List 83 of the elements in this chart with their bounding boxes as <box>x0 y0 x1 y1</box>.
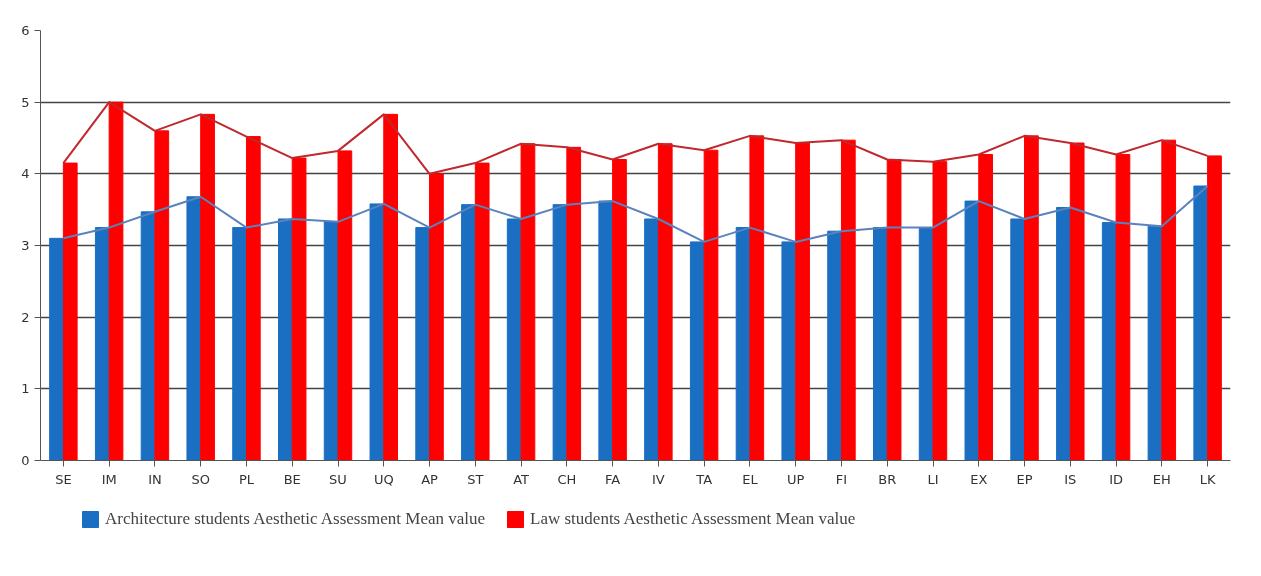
y-tick-label: 0 <box>21 453 30 468</box>
legend-label: Architecture students Aesthetic Assessment Mean value <box>105 509 486 529</box>
bar <box>520 143 536 461</box>
bar <box>566 146 582 461</box>
bar <box>1193 185 1209 461</box>
bar <box>337 150 353 461</box>
bar <box>1115 153 1131 461</box>
bar <box>94 227 110 461</box>
y-tick-label: 1 <box>21 381 30 397</box>
bar <box>873 227 888 461</box>
bar <box>1161 139 1177 461</box>
bar <box>657 143 673 461</box>
y-tick-label: 2 <box>21 309 30 325</box>
bar <box>978 153 993 461</box>
line-series <box>62 185 1209 243</box>
bar <box>552 204 568 461</box>
x-tick-label: AT <box>513 471 530 487</box>
bar <box>598 200 614 461</box>
x-tick-label: FI <box>835 471 848 487</box>
x-tick-label: EL <box>742 471 759 487</box>
x-tick-label: ST <box>467 471 484 487</box>
x-tick-label: UQ <box>373 471 394 487</box>
bar <box>429 173 444 461</box>
x-tick-label: BE <box>283 471 301 487</box>
x-tick-label: FA <box>605 471 621 487</box>
bar <box>49 237 64 461</box>
bar <box>474 162 490 461</box>
bar <box>154 130 170 461</box>
bar <box>461 204 476 461</box>
bar <box>186 196 202 461</box>
x-tick-label: IV <box>652 471 665 487</box>
bar <box>781 241 797 461</box>
line-series <box>62 101 1209 175</box>
bar <box>932 161 948 461</box>
x-tick-label: EP <box>1016 471 1033 487</box>
y-tick-label: 3 <box>21 238 30 253</box>
bar <box>827 230 842 461</box>
x-tick-label: SU <box>329 471 347 487</box>
x-tick-label: EX <box>970 471 988 487</box>
x-tick-label: ID <box>1109 471 1124 487</box>
bar <box>1207 155 1222 461</box>
y-tick-label: 6 <box>21 23 30 38</box>
x-tick-label: TA <box>695 471 713 487</box>
x-tick-label: CH <box>557 471 577 487</box>
x-tick-label: LK <box>1199 471 1216 487</box>
bar <box>886 159 902 461</box>
bar <box>795 142 810 461</box>
bar <box>644 218 659 461</box>
x-tick-label: AP <box>421 471 439 487</box>
y-tick-label: 5 <box>21 94 30 110</box>
bar <box>1069 142 1085 461</box>
x-tick-label: LI <box>927 471 939 487</box>
bar <box>278 218 293 461</box>
bar <box>612 159 627 461</box>
bar <box>291 157 307 461</box>
bar <box>749 135 765 461</box>
x-tick-label: IS <box>1064 471 1077 487</box>
x-tick-label: SO <box>191 471 210 487</box>
bar <box>108 101 124 461</box>
bar <box>840 139 856 461</box>
bar <box>1010 218 1026 461</box>
legend-label: Law students Aesthetic Assessment Mean value <box>530 509 856 529</box>
bar <box>703 149 719 461</box>
bar <box>964 200 980 461</box>
bar <box>245 136 261 461</box>
bar <box>689 241 705 461</box>
x-tick-label: UP <box>787 471 805 487</box>
x-tick-label: EH <box>1152 471 1171 487</box>
x-tick-label: BR <box>878 471 897 487</box>
bar <box>369 203 385 461</box>
x-tick-label: SE <box>55 471 72 487</box>
bar <box>1147 225 1163 461</box>
bar <box>200 113 215 461</box>
x-tick-label: IM <box>101 471 117 487</box>
bar <box>232 227 247 461</box>
y-tick-label: 4 <box>21 166 30 182</box>
x-tick-label: IN <box>148 471 162 487</box>
bar <box>1056 207 1071 461</box>
x-tick-label: PL <box>238 471 255 487</box>
bar <box>415 227 431 461</box>
bar <box>383 113 398 461</box>
bar <box>62 162 78 461</box>
bar <box>1024 135 1039 461</box>
